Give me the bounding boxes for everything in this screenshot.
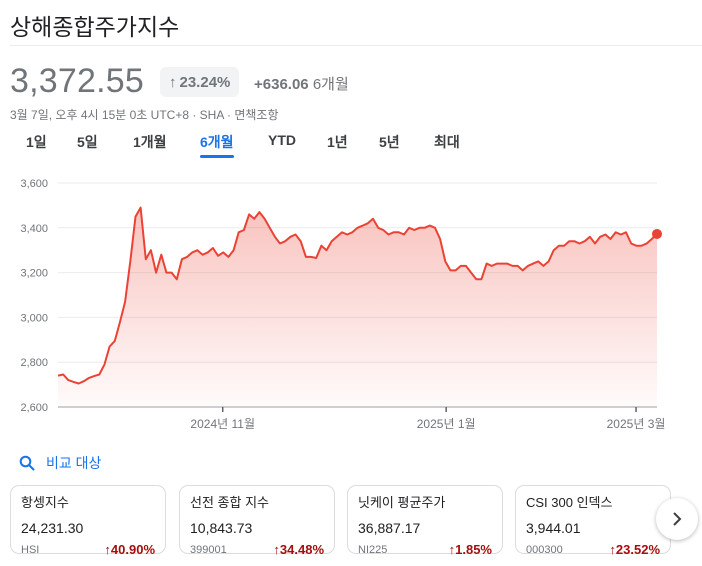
card-change: ↑23.52% [609, 542, 660, 557]
card-value: 24,231.30 [21, 520, 84, 536]
tab-1y[interactable]: 1년 [327, 134, 348, 150]
card-value: 3,944.01 [526, 520, 581, 536]
tab-5d[interactable]: 5일 [77, 134, 98, 150]
card-code: NI225 [358, 543, 388, 556]
quote-meta: 3월 7일, 오후 4시 15분 0초 UTC+8 · SHA · 면책조항 [10, 108, 279, 122]
y-axis-labels: 3,600 3,400 3,200 3,000 2,800 2,600 [20, 178, 48, 414]
arrow-up-icon: ↑ [448, 542, 456, 557]
compare-card-nikkei[interactable]: 닛케이 평균주가 36,887.17 NI225 ↑1.85% [347, 485, 503, 557]
card-change-value: 1.85% [455, 542, 492, 557]
change-percent-badge: ↑ 23.24% [160, 67, 240, 97]
card-code: 000300 [526, 543, 563, 556]
arrow-up-icon: ↑ [104, 542, 111, 557]
card-change: ↑1.85% [449, 542, 492, 557]
card-name: 닛케이 평균주가 [358, 495, 446, 510]
tab-max[interactable]: 최대 [434, 134, 460, 150]
y-tick-label: 3,000 [20, 312, 48, 324]
compare-card-hsi[interactable]: 항셍지수 24,231.30 HSI ↑40.90% [10, 485, 166, 557]
next-cards-button[interactable] [656, 498, 698, 540]
y-tick-label: 3,200 [20, 268, 48, 280]
title-divider [10, 45, 702, 46]
page-title: 상해종합주가지수 [10, 14, 180, 40]
card-code: 399001 [190, 543, 227, 556]
tab-5y[interactable]: 5년 [379, 134, 400, 150]
current-price: 3,372.55 [10, 62, 144, 100]
card-value: 36,887.17 [358, 520, 421, 536]
y-tick-label: 3,600 [20, 178, 48, 190]
change-percent: 23.24% [179, 73, 231, 91]
change-period: 6개월 [312, 76, 349, 93]
arrow-up-icon: ↑ [273, 542, 280, 557]
tab-1m[interactable]: 1개월 [133, 134, 167, 150]
current-point-marker [652, 228, 662, 239]
card-change: ↑40.90% [104, 542, 155, 557]
y-tick-label: 2,800 [20, 357, 48, 369]
arrow-up-icon: ↑ [169, 73, 177, 91]
compare-card-csi300[interactable]: CSI 300 인덱스 3,944.01 000300 ↑23.52% [515, 485, 671, 557]
card-change-value: 40.90% [110, 542, 155, 557]
y-tick-label: 3,400 [20, 223, 48, 235]
price-area [58, 207, 657, 407]
change-info: +636.06 6개월 [254, 73, 349, 94]
price-chart[interactable]: 3,600 3,400 3,200 3,000 2,800 2,600 2024년 11월… [0, 170, 702, 440]
arrow-up-icon: ↑ [609, 542, 616, 557]
card-value: 10,843.73 [190, 520, 253, 536]
chevron-right-icon [673, 512, 682, 526]
price-line [57, 206, 658, 385]
card-change-value: 23.52% [615, 542, 660, 557]
card-code: HSI [21, 543, 40, 556]
x-tick-label: 2024년 11월 [190, 417, 255, 431]
tab-ytd[interactable]: YTD [268, 132, 296, 148]
compare-label: 비교 대상 [46, 455, 102, 471]
tab-6m[interactable]: 6개월 [200, 134, 234, 158]
x-axis-ticks: 2024년 11월 2025년 1월 2025년 3월 [190, 407, 665, 431]
card-name: 선전 종합 지수 [190, 495, 269, 510]
x-tick-label: 2025년 1월 [417, 417, 476, 431]
change-absolute: +636.06 [254, 76, 309, 93]
compare-link[interactable]: 비교 대상 [19, 453, 101, 473]
tab-1d[interactable]: 1일 [26, 134, 47, 150]
y-tick-label: 2,600 [20, 402, 48, 414]
compare-card-szse[interactable]: 선전 종합 지수 10,843.73 399001 ↑34.48% [179, 485, 335, 557]
x-tick-label: 2025년 3월 [607, 417, 666, 431]
card-name: 항셍지수 [21, 495, 69, 510]
search-icon [19, 455, 35, 471]
card-name: CSI 300 인덱스 [526, 495, 613, 510]
card-change-value: 34.48% [279, 542, 324, 557]
card-change: ↑34.48% [273, 542, 324, 557]
